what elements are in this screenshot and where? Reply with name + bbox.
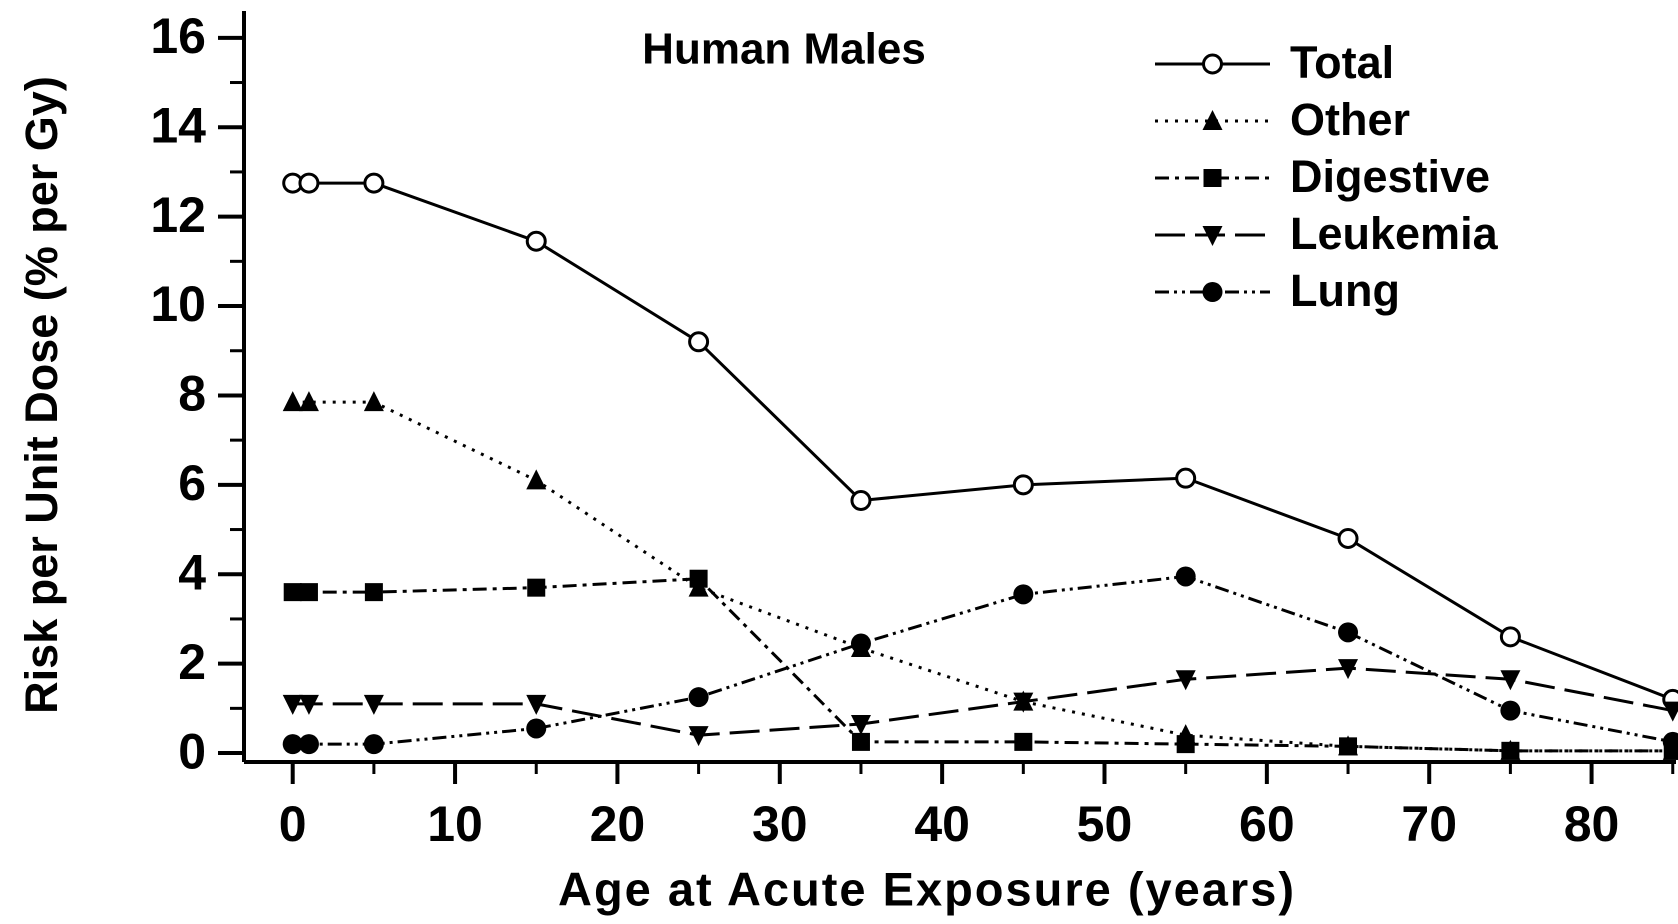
x-tick-label: 20 — [590, 796, 646, 852]
data-point — [851, 732, 870, 751]
data-point — [1501, 741, 1520, 760]
data-point — [298, 391, 319, 412]
data-point — [1662, 731, 1678, 752]
series-line — [292, 181, 1674, 701]
data-point — [1013, 584, 1034, 605]
data-point — [298, 172, 320, 194]
data-point — [282, 391, 303, 412]
data-point — [363, 734, 384, 755]
x-tick-label: 80 — [1564, 796, 1620, 852]
data-point — [282, 694, 303, 715]
y-tick-label: 6 — [178, 455, 206, 511]
data-point — [850, 633, 871, 654]
data-point — [850, 715, 871, 736]
data-point — [689, 569, 708, 588]
y-tick-label: 8 — [178, 366, 206, 422]
y-tick-label: 4 — [178, 544, 206, 600]
data-point — [299, 583, 318, 602]
data-point — [283, 583, 302, 602]
data-point — [1338, 659, 1359, 680]
series-line — [292, 400, 1673, 753]
y-tick-label: 16 — [150, 8, 206, 64]
data-point — [1175, 566, 1196, 587]
data-point — [527, 578, 546, 597]
y-tick-label: 10 — [150, 276, 206, 332]
series-line — [292, 574, 1674, 746]
data-point — [363, 694, 384, 715]
data-point — [688, 331, 710, 353]
y-tick-label: 14 — [150, 97, 206, 153]
data-point — [1014, 732, 1033, 751]
y-axis-label: Risk per Unit Dose (% per Gy) — [16, 76, 67, 714]
data-point — [282, 734, 303, 755]
x-tick-label: 30 — [752, 796, 808, 852]
legend-label: Total — [1290, 37, 1394, 88]
data-point — [1339, 737, 1358, 756]
y-tick-label: 0 — [178, 723, 206, 779]
data-point — [363, 391, 384, 412]
data-point — [1175, 467, 1197, 489]
data-point — [298, 734, 319, 755]
legend-label: Digestive — [1290, 151, 1490, 202]
data-point — [1500, 700, 1521, 721]
data-point — [1176, 735, 1195, 754]
data-point — [364, 583, 383, 602]
data-point — [1500, 670, 1521, 691]
legend-label: Lung — [1290, 265, 1400, 316]
chart-title: Human Males — [642, 25, 926, 74]
data-point — [526, 469, 547, 490]
x-tick-label: 10 — [427, 796, 483, 852]
data-point — [1662, 701, 1678, 722]
legend-marker — [1202, 282, 1223, 302]
legend-marker — [1203, 169, 1222, 187]
y-tick-label: 12 — [150, 187, 206, 243]
data-point — [850, 489, 872, 511]
data-point — [1338, 622, 1359, 643]
series-line — [292, 666, 1674, 737]
data-point — [1012, 474, 1034, 496]
y-tick-label: 2 — [178, 634, 206, 690]
data-point — [688, 726, 709, 747]
legend-marker — [1202, 53, 1223, 75]
data-point — [1337, 527, 1359, 549]
legend-label: Leukemia — [1290, 208, 1499, 259]
data-point — [298, 694, 319, 715]
legend-marker — [1202, 110, 1223, 130]
data-point — [526, 718, 547, 739]
data-point — [525, 230, 547, 252]
x-axis-label: Age at Acute Exposure (years) — [558, 862, 1296, 915]
legend-label: Other — [1290, 94, 1410, 145]
x-tick-label: 50 — [1077, 796, 1133, 852]
x-tick-label: 40 — [914, 796, 970, 852]
data-point — [1013, 692, 1034, 713]
legend-marker — [1202, 226, 1223, 246]
data-point — [688, 687, 709, 708]
series-line — [292, 577, 1673, 753]
x-tick-label: 60 — [1239, 796, 1295, 852]
x-tick-label: 70 — [1401, 796, 1457, 852]
data-point — [1175, 670, 1196, 691]
data-point — [526, 694, 547, 715]
x-tick-label: 0 — [279, 796, 307, 852]
data-point — [363, 172, 385, 194]
data-point — [1499, 626, 1521, 648]
